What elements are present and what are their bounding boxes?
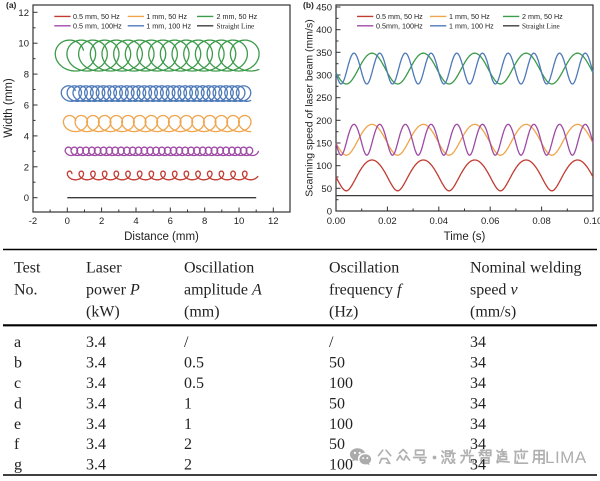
svg-text:c: c	[14, 375, 21, 392]
svg-text:(kW): (kW)	[86, 304, 120, 321]
svg-text:-2: -2	[29, 216, 37, 227]
svg-text:0: 0	[65, 216, 70, 227]
svg-text:speed v: speed v	[470, 282, 518, 299]
svg-text:g: g	[14, 457, 22, 474]
svg-text:Time (s): Time (s)	[444, 231, 486, 243]
svg-text:4: 4	[24, 131, 29, 142]
svg-text:34: 34	[470, 436, 486, 453]
svg-text:3.4: 3.4	[86, 457, 106, 474]
svg-text:50: 50	[329, 354, 345, 371]
svg-text:2: 2	[24, 162, 29, 173]
svg-text:34: 34	[470, 395, 486, 412]
svg-text:200: 200	[316, 116, 332, 127]
svg-text:3.4: 3.4	[86, 354, 106, 371]
svg-text:1 mm, 100 Hz: 1 mm, 100 Hz	[449, 22, 494, 31]
svg-text:Oscillation: Oscillation	[329, 260, 399, 277]
svg-text:No.: No.	[14, 282, 38, 299]
svg-text:power P: power P	[86, 282, 140, 299]
svg-text:6: 6	[24, 101, 29, 112]
svg-text:50: 50	[329, 436, 345, 453]
svg-text:0.5mm, 100Hz: 0.5mm, 100Hz	[376, 22, 423, 31]
svg-text:(Hz): (Hz)	[329, 304, 358, 321]
svg-text:250: 250	[316, 93, 332, 104]
svg-text:0.5 mm, 50 Hz: 0.5 mm, 50 Hz	[73, 12, 120, 21]
svg-text:34: 34	[470, 334, 486, 351]
svg-text:100: 100	[316, 161, 332, 172]
svg-text:0.04: 0.04	[430, 216, 449, 227]
svg-text:350: 350	[316, 48, 332, 59]
svg-text:150: 150	[316, 139, 332, 150]
svg-text:10: 10	[234, 216, 245, 227]
svg-text:(mm): (mm)	[184, 304, 220, 321]
svg-text:0.02: 0.02	[378, 216, 397, 227]
svg-text:0.5 mm, 50 Hz: 0.5 mm, 50 Hz	[376, 12, 423, 21]
svg-text:2: 2	[184, 436, 192, 453]
svg-text:0.10: 0.10	[584, 216, 600, 227]
svg-text:100: 100	[329, 416, 353, 433]
svg-text:400: 400	[316, 25, 332, 36]
svg-text:12: 12	[18, 8, 29, 19]
svg-text:34: 34	[470, 416, 486, 433]
svg-text:Oscillation: Oscillation	[184, 260, 254, 277]
svg-text:/: /	[329, 334, 334, 351]
svg-text:2 mm, 50 Hz: 2 mm, 50 Hz	[217, 12, 258, 21]
svg-text:/: /	[184, 334, 189, 351]
svg-text:LIMA: LIMA	[545, 448, 587, 467]
svg-text:12: 12	[268, 216, 279, 227]
svg-text:3.4: 3.4	[86, 416, 106, 433]
svg-text:0.06: 0.06	[481, 216, 500, 227]
svg-text:Laser: Laser	[86, 260, 122, 277]
svg-text:34: 34	[470, 375, 486, 392]
svg-text:1 mm, 50 Hz: 1 mm, 50 Hz	[146, 12, 187, 21]
svg-text:8: 8	[24, 70, 29, 81]
svg-text:frequency f: frequency f	[329, 282, 404, 299]
svg-text:0: 0	[24, 193, 29, 204]
svg-text:6: 6	[168, 216, 173, 227]
svg-text:Nominal welding: Nominal welding	[470, 260, 582, 277]
svg-text:Width (mm): Width (mm)	[3, 78, 15, 138]
svg-text:0.08: 0.08	[532, 216, 551, 227]
svg-text:d: d	[14, 395, 22, 412]
svg-text:Scanning speed of laser beam (: Scanning speed of laser beam (mm/s)	[304, 19, 316, 196]
svg-text:2 mm, 50 Hz: 2 mm, 50 Hz	[522, 12, 563, 21]
svg-text:(a): (a)	[6, 0, 17, 10]
svg-text:8: 8	[202, 216, 207, 227]
svg-text:2: 2	[184, 457, 192, 474]
svg-text:(mm/s): (mm/s)	[470, 304, 516, 321]
svg-text:1 mm, 50 Hz: 1 mm, 50 Hz	[449, 12, 490, 21]
svg-text:amplitude A: amplitude A	[184, 282, 262, 299]
svg-text:450: 450	[316, 3, 332, 14]
svg-text:3.4: 3.4	[86, 395, 106, 412]
svg-text:0.5 mm, 100Hz: 0.5 mm, 100Hz	[73, 22, 122, 31]
svg-text:Test: Test	[14, 260, 41, 277]
svg-text:0: 0	[327, 207, 332, 218]
svg-text:3.4: 3.4	[86, 375, 106, 392]
svg-text:1: 1	[184, 395, 192, 412]
svg-text:Straight Line: Straight Line	[522, 23, 560, 31]
svg-text:34: 34	[470, 457, 486, 474]
svg-text:100: 100	[329, 457, 353, 474]
svg-text:50: 50	[329, 395, 345, 412]
svg-text:1: 1	[184, 416, 192, 433]
svg-text:0.5: 0.5	[184, 354, 204, 371]
svg-text:3.4: 3.4	[86, 334, 106, 351]
svg-text:10: 10	[18, 39, 29, 50]
svg-text:100: 100	[329, 375, 353, 392]
svg-text:3.4: 3.4	[86, 436, 106, 453]
svg-text:Distance (mm): Distance (mm)	[124, 231, 199, 243]
svg-text:1 mm, 100 Hz: 1 mm, 100 Hz	[146, 22, 191, 31]
svg-text:0.5: 0.5	[184, 375, 204, 392]
svg-text:e: e	[14, 416, 21, 433]
svg-text:(b): (b)	[303, 0, 314, 10]
svg-text:50: 50	[321, 184, 332, 195]
svg-text:f: f	[14, 436, 20, 453]
svg-text:0.00: 0.00	[327, 216, 346, 227]
svg-text:a: a	[14, 334, 21, 351]
svg-text:34: 34	[470, 354, 486, 371]
svg-text:300: 300	[316, 71, 332, 82]
svg-text:b: b	[14, 354, 22, 371]
svg-text:4: 4	[133, 216, 138, 227]
svg-text:Straight Line: Straight Line	[217, 23, 255, 31]
svg-text:2: 2	[99, 216, 104, 227]
